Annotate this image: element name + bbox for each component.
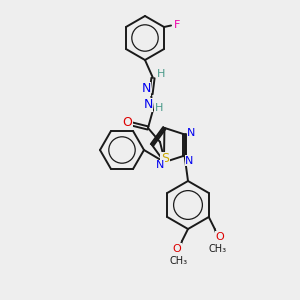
Text: O: O <box>215 232 224 242</box>
Text: O: O <box>172 244 182 254</box>
Text: H: H <box>155 103 163 113</box>
Text: N: N <box>185 156 194 166</box>
Text: H: H <box>157 69 165 79</box>
Text: CH₃: CH₃ <box>209 244 227 254</box>
Text: N: N <box>143 98 153 112</box>
Text: N: N <box>188 128 196 138</box>
Text: O: O <box>122 116 132 130</box>
Text: F: F <box>174 20 180 30</box>
Text: N: N <box>156 160 165 170</box>
Text: CH₃: CH₃ <box>170 256 188 266</box>
Text: N: N <box>141 82 151 95</box>
Text: S: S <box>161 152 169 166</box>
